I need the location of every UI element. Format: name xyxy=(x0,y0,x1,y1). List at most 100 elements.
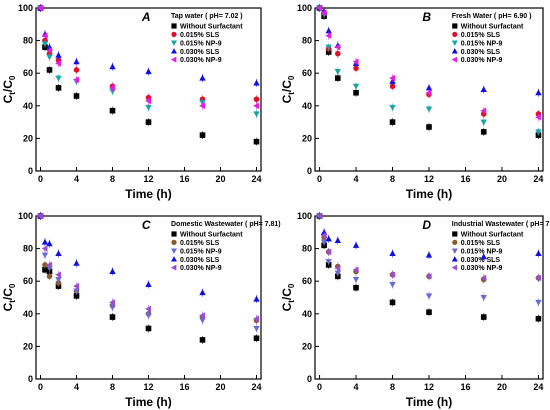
data-point xyxy=(389,104,396,111)
series-0-030-np-9 xyxy=(37,212,260,323)
y-tick-label: 40 xyxy=(302,101,312,111)
x-tick-label: 24 xyxy=(533,174,543,184)
x-tick-label: 16 xyxy=(179,382,189,392)
data-point xyxy=(73,58,80,65)
data-point xyxy=(73,93,80,99)
series-0-030-np-9 xyxy=(37,4,260,110)
data-point xyxy=(352,266,359,274)
data-point xyxy=(480,253,487,260)
data-point xyxy=(425,251,433,258)
data-point xyxy=(325,235,332,242)
y-label-c0: /C xyxy=(280,288,294,300)
x-tick-label: 12 xyxy=(143,174,153,184)
legend-marker xyxy=(451,48,458,54)
data-point xyxy=(46,47,53,54)
y-label-sub-t: t xyxy=(8,92,17,95)
data-point xyxy=(73,282,80,290)
data-point xyxy=(41,41,49,48)
data-point xyxy=(425,106,433,113)
y-axis-label: Ct/C0 xyxy=(1,75,17,103)
data-point xyxy=(353,65,359,72)
y-tick-label: 0 xyxy=(28,374,33,384)
y-axis-label: Ct/C0 xyxy=(280,283,296,311)
data-point xyxy=(46,273,53,280)
y-axis-label: Ct/C0 xyxy=(1,283,17,311)
data-point xyxy=(389,83,396,90)
data-point xyxy=(55,271,62,278)
legend-label: 0.015% SLS xyxy=(461,32,501,39)
y-tick-label: 20 xyxy=(302,133,312,143)
data-point xyxy=(253,295,260,302)
data-point xyxy=(145,325,152,332)
legend-label: 0.015% NP-9 xyxy=(461,40,503,47)
data-point xyxy=(73,259,80,266)
legend-marker xyxy=(171,256,177,262)
data-point xyxy=(426,309,432,315)
data-point xyxy=(253,111,260,118)
y-label-sub-0: 0 xyxy=(8,75,17,80)
legend-marker xyxy=(451,256,458,262)
x-tick-label: 4 xyxy=(354,174,359,184)
y-label-sub-t: t xyxy=(287,300,296,303)
y-label-c: C xyxy=(1,302,15,311)
y-axis-label: Ct/C0 xyxy=(280,75,296,103)
data-point xyxy=(325,32,332,39)
data-point xyxy=(480,86,487,93)
y-tick-label: 20 xyxy=(302,341,312,351)
legend-label: 0.030% SLS xyxy=(461,257,501,264)
legend-label: 0.030% SLS xyxy=(180,257,220,264)
data-point xyxy=(199,102,206,110)
data-point xyxy=(55,75,62,82)
x-tick-label: 16 xyxy=(179,174,189,184)
data-point xyxy=(37,212,44,220)
legend-marker xyxy=(452,23,458,29)
data-point xyxy=(42,262,48,268)
data-point xyxy=(55,51,62,58)
x-tick-label: 20 xyxy=(215,382,225,392)
data-point xyxy=(55,85,62,91)
data-point xyxy=(253,325,260,332)
x-axis-label: Time (h) xyxy=(406,395,452,409)
legend-marker xyxy=(451,264,458,271)
data-point xyxy=(352,58,359,66)
legend-marker xyxy=(171,48,177,54)
data-point xyxy=(480,274,487,282)
legend-label: 0.015% SLS xyxy=(461,240,501,247)
data-point xyxy=(535,315,542,322)
data-point xyxy=(535,274,541,282)
x-axis-label: Time (h) xyxy=(125,187,171,201)
legend-label: Without Surfactant xyxy=(461,232,524,239)
legend-label: 0.030% SLS xyxy=(461,49,501,56)
legend-label: 0.015% SLS xyxy=(180,32,220,39)
data-point xyxy=(425,273,432,280)
legend-label: 0.030% NP-9 xyxy=(180,57,222,64)
legend-marker xyxy=(171,31,177,37)
y-tick-label: 80 xyxy=(23,244,33,254)
y-label-c: C xyxy=(280,302,294,311)
data-point xyxy=(352,277,360,283)
x-axis-label: Time (h) xyxy=(125,395,171,409)
y-label-c0: /C xyxy=(280,80,294,92)
data-point xyxy=(41,252,49,259)
x-tick-label: 4 xyxy=(74,382,79,392)
y-label-sub-0: 0 xyxy=(287,283,296,288)
y-label-c: C xyxy=(280,94,294,103)
data-point xyxy=(199,74,206,81)
x-tick-label: 8 xyxy=(110,382,115,392)
data-point xyxy=(353,89,359,96)
x-tick-label: 20 xyxy=(497,382,507,392)
y-label-c: C xyxy=(1,94,15,103)
legend-label: 0.030% SLS xyxy=(180,49,220,56)
data-point xyxy=(145,68,152,75)
panel-letter: B xyxy=(422,10,431,24)
data-point xyxy=(253,335,260,342)
data-point xyxy=(535,250,542,257)
data-point xyxy=(145,312,152,319)
data-point xyxy=(334,69,342,75)
data-point xyxy=(46,54,53,61)
x-tick-label: 20 xyxy=(497,174,507,184)
data-point xyxy=(389,250,396,257)
data-point xyxy=(535,113,541,121)
x-tick-label: 4 xyxy=(74,174,79,184)
